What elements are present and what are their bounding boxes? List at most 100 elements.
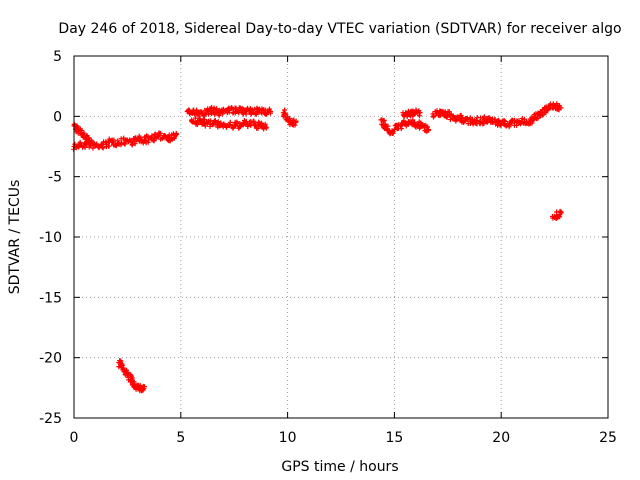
y-tick-label: -5 — [48, 170, 62, 186]
x-tick-label: 25 — [599, 430, 617, 446]
data-point-fill — [240, 110, 246, 116]
data-segment — [71, 121, 94, 148]
y-tick-label: -25 — [39, 411, 62, 427]
data-point — [293, 118, 299, 124]
data-point — [263, 124, 269, 130]
data-point-fill — [381, 118, 387, 124]
data-point-fill — [234, 119, 240, 125]
x-tick-label: 10 — [279, 430, 297, 446]
data-segment — [400, 107, 423, 120]
data-point-fill — [226, 109, 232, 115]
x-tick-label: 20 — [492, 430, 510, 446]
data-segment — [549, 208, 564, 222]
y-axis-label: SDTVAR / TECUs — [7, 180, 23, 295]
x-tick-label: 5 — [176, 430, 185, 446]
data-point-fill — [502, 118, 508, 124]
data-point-fill — [119, 140, 125, 146]
data-point-fill — [233, 123, 239, 129]
data-point-fill — [398, 126, 404, 132]
data-point-fill — [227, 119, 233, 125]
x-axis-label: GPS time / hours — [281, 459, 398, 475]
data-point-fill — [411, 120, 417, 126]
data-point-fill — [554, 209, 560, 215]
data-segment — [184, 104, 274, 119]
data-point-fill — [192, 115, 198, 121]
data-point-fill — [208, 118, 214, 124]
data-point-fill — [196, 113, 202, 119]
data-point — [174, 131, 180, 137]
data-point-fill — [282, 110, 288, 116]
data-point-fill — [459, 115, 465, 121]
y-tick-label: -10 — [39, 230, 62, 246]
data-point-fill — [501, 118, 507, 124]
data-point — [88, 140, 94, 146]
data-point-fill — [221, 121, 227, 127]
data-point-fill — [425, 124, 431, 130]
axis-ticks: 0 5 10 15 20 25 -25 -20 -15 -10 -5 0 5 — [39, 49, 617, 446]
data-point — [141, 384, 147, 390]
data-point-fill — [444, 114, 450, 120]
data-point — [417, 110, 423, 116]
y-tick-label: 0 — [53, 109, 62, 125]
data-point — [268, 109, 274, 115]
data-point-fill — [157, 130, 163, 136]
data-segment — [280, 107, 299, 128]
data-point-fill — [492, 116, 498, 122]
data-point-fill — [283, 111, 289, 117]
data-point-fill — [106, 143, 112, 149]
data-point-fill — [137, 382, 143, 388]
data-point-fill — [385, 123, 391, 129]
data-point-fill — [207, 123, 213, 129]
data-point-fill — [190, 119, 196, 125]
data-point-fill — [201, 116, 207, 122]
data-segment — [116, 358, 147, 394]
data-point-fill — [258, 121, 264, 127]
grid-lines — [74, 56, 608, 418]
data-point-fill — [220, 111, 226, 117]
data-point-fill — [416, 113, 422, 119]
data-segment — [430, 101, 564, 130]
chart-title: Day 246 of 2018, Sidereal Day-to-day VTE… — [58, 21, 621, 37]
data-segment — [71, 130, 180, 152]
data-point-fill — [392, 126, 398, 132]
data-point-fill — [529, 120, 535, 126]
data-point-fill — [149, 133, 155, 139]
data-segment — [188, 115, 269, 132]
data-point-fill — [481, 120, 487, 126]
data-segment — [378, 117, 432, 137]
data-point-fill — [248, 122, 254, 128]
y-tick-label: -20 — [39, 351, 62, 367]
data-point-fill — [152, 131, 158, 137]
y-tick-label: 5 — [53, 49, 62, 65]
data-points — [71, 101, 564, 394]
data-point-fill — [460, 120, 466, 126]
x-tick-label: 15 — [385, 430, 403, 446]
data-point — [558, 210, 564, 216]
data-point-fill — [74, 123, 80, 129]
data-point-fill — [213, 107, 219, 113]
data-point-fill — [86, 135, 92, 141]
data-point-fill — [289, 121, 295, 127]
data-point-fill — [119, 362, 125, 368]
data-point-fill — [292, 122, 298, 128]
data-point — [208, 107, 214, 113]
data-point-fill — [214, 106, 220, 112]
data-point-fill — [132, 141, 138, 147]
data-point — [558, 105, 564, 111]
y-tick-label: -15 — [39, 290, 62, 306]
data-point-fill — [259, 120, 265, 126]
data-point-fill — [202, 123, 208, 129]
data-point-fill — [150, 137, 156, 143]
data-point-fill — [79, 128, 85, 134]
data-point-fill — [232, 105, 238, 111]
data-point-fill — [251, 118, 257, 124]
data-point-fill — [209, 104, 215, 110]
data-point — [426, 127, 432, 133]
x-tick-label: 0 — [70, 430, 79, 446]
data-point-fill — [131, 379, 137, 385]
data-point-fill — [197, 116, 203, 122]
data-point-fill — [245, 123, 251, 129]
data-point-fill — [128, 376, 134, 382]
